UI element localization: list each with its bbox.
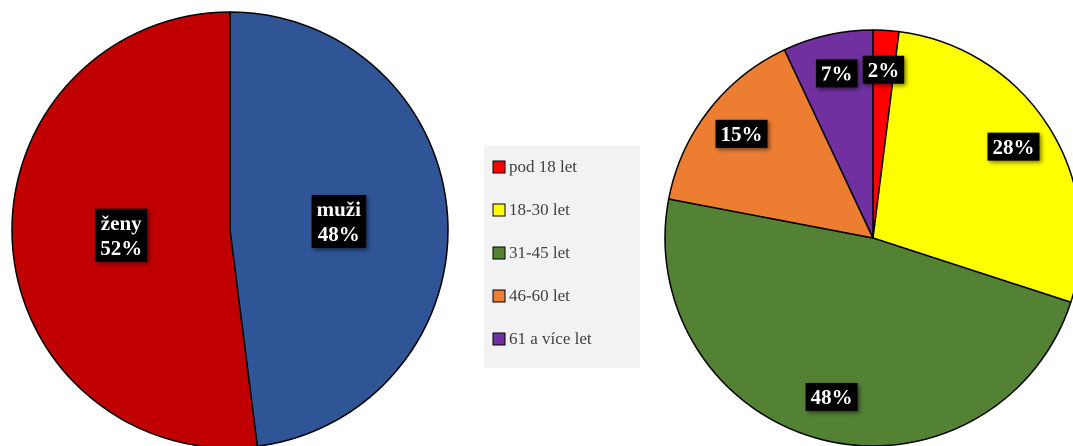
data-label: 15% — [715, 119, 768, 148]
data-label: 28% — [987, 132, 1040, 161]
label-value: 52% — [100, 236, 142, 260]
label-text: ženy 52% — [100, 211, 142, 260]
label-text: 7% — [821, 61, 853, 85]
legend-swatch — [492, 203, 506, 217]
label-bg — [805, 382, 858, 411]
label-text: 15% — [721, 122, 763, 146]
label-value: 28% — [992, 135, 1034, 159]
data-label: ženy 52% — [95, 208, 148, 262]
pie-slice — [664, 198, 1072, 446]
label-text: muži 48% — [317, 197, 361, 246]
legend-label: 31-45 let — [509, 243, 570, 262]
data-label: 48% — [805, 382, 858, 411]
legend-swatch — [492, 160, 506, 174]
label-category: muži — [317, 197, 361, 221]
label-bg — [311, 194, 367, 248]
label-value: 7% — [821, 61, 853, 85]
label-bg — [862, 55, 905, 84]
legend-swatch — [492, 289, 506, 303]
legend-swatch — [492, 246, 506, 260]
pie-slice — [872, 30, 1073, 304]
legend-label: 18-30 let — [509, 200, 570, 219]
label-value: 2% — [868, 58, 900, 82]
label-value: 48% — [318, 222, 360, 246]
label-bg — [95, 208, 148, 262]
data-label: muži 48% — [311, 194, 367, 248]
legend-box — [484, 146, 640, 368]
label-text: 48% — [811, 385, 853, 409]
label-category: ženy — [101, 211, 142, 235]
legend-label: 46-60 let — [509, 286, 570, 305]
label-text: 28% — [992, 135, 1034, 159]
legend-label: pod 18 let — [509, 157, 577, 176]
label-text: 2% — [868, 58, 900, 82]
pie-slice — [667, 48, 875, 240]
label-bg — [715, 119, 768, 148]
legend-swatch — [492, 332, 506, 346]
legend-label: 61 a více let — [509, 329, 592, 348]
data-label: 2% — [862, 55, 905, 84]
label-value: 48% — [811, 385, 853, 409]
data-label: 7% — [815, 59, 858, 88]
label-value: 15% — [721, 122, 763, 146]
label-bg — [987, 132, 1040, 161]
label-bg — [815, 59, 858, 88]
